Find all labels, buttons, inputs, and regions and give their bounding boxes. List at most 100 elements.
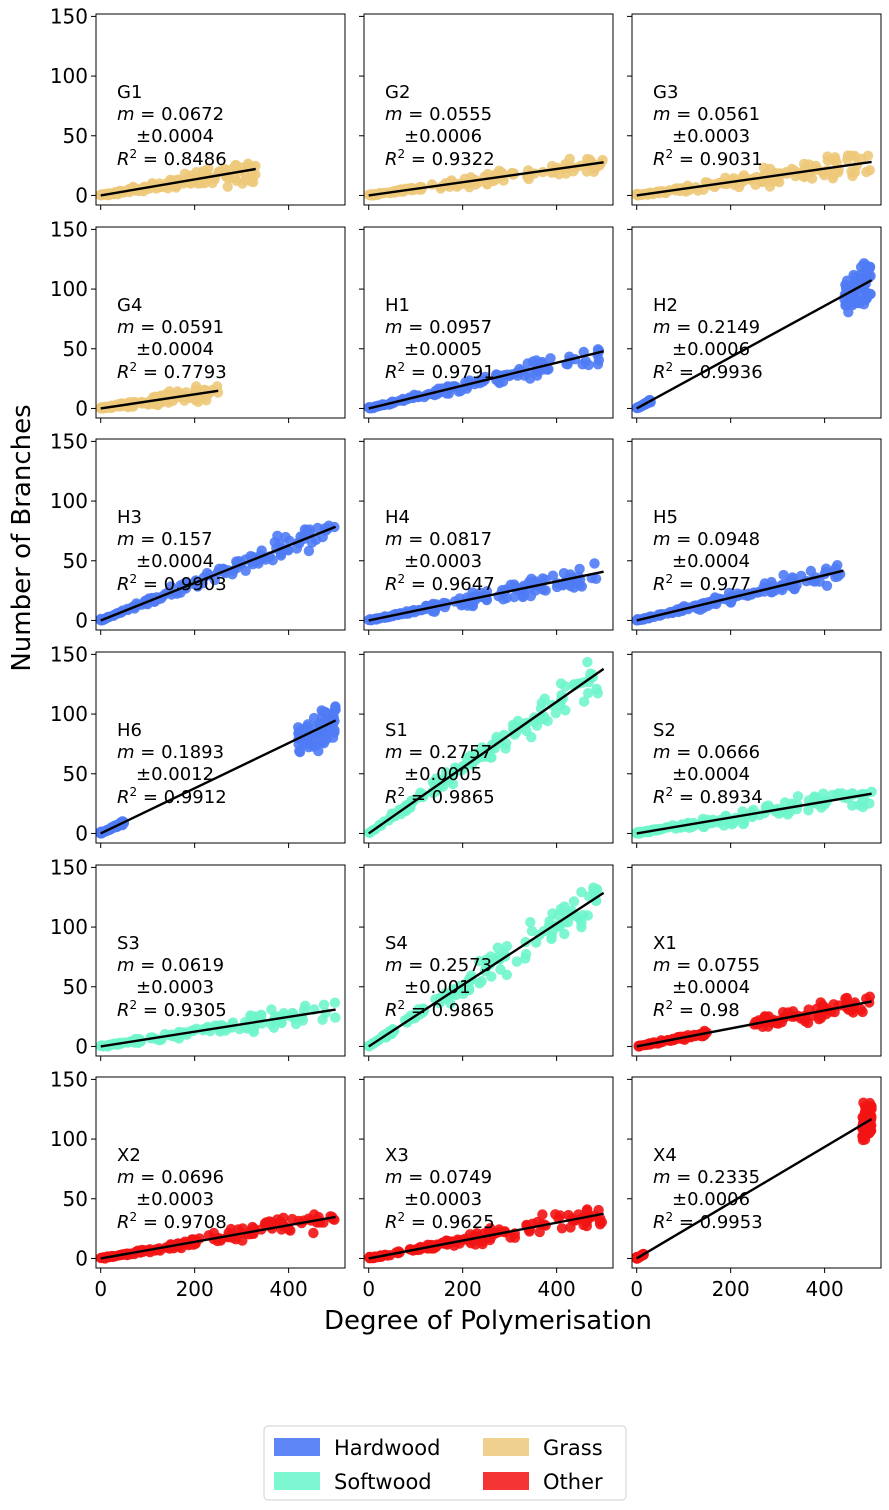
y-tick-label: 0 [75,608,88,632]
slope-error-label: ±0.0005 [404,764,482,785]
data-point [581,1205,592,1217]
data-point [848,269,859,281]
legend-frame [263,1425,627,1501]
r-squared-label: R2 = 0.9305 [117,998,227,1021]
data-point [578,696,590,707]
x-tick-label: 400 [538,1277,576,1301]
panel-name: G1 [117,82,142,103]
slope-error-label: ±0.0003 [136,977,214,998]
y-tick-label: 100 [50,702,88,726]
panel-name: H2 [653,295,678,316]
data-point [860,267,871,279]
data-point [595,1219,606,1230]
data-point [546,933,557,945]
panel-name: X1 [653,933,677,954]
data-point [308,1227,319,1239]
slope-error-label: ±0.0006 [404,126,482,147]
data-point [814,576,825,587]
slope-error-label: ±0.0004 [672,977,750,998]
data-point [310,534,322,545]
panel-frame [363,864,614,1057]
slope-label: m = 0.0948 [653,529,760,550]
slope-error-label: ±0.0003 [404,1189,482,1210]
fit-line [368,667,605,835]
data-point [269,537,280,548]
x-tick-label: 200 [712,1277,750,1301]
panel-name: H4 [385,507,410,528]
data-point [208,1227,219,1239]
data-point [763,800,774,811]
data-point [589,558,600,569]
data-point [329,997,341,1008]
panel-frame [95,1076,346,1269]
panel-frame [363,651,614,844]
r-squared-label: R2 = 0.9865 [385,998,495,1021]
data-point [564,153,575,165]
data-point [828,167,840,179]
data-point [843,307,854,318]
data-point [231,175,242,186]
data-point [495,964,506,975]
data-point [240,565,251,576]
data-point [301,721,313,732]
data-point [568,896,580,907]
data-point [293,722,304,733]
y-tick-label: 0 [75,396,88,420]
data-point [298,1004,310,1016]
slope-label: m = 0.0755 [653,955,760,976]
slope-label: m = 0.0749 [385,1167,492,1188]
y-tick-label: 50 [63,124,88,148]
scatter-points [96,997,341,1052]
data-point [524,373,536,384]
data-point [841,992,852,1004]
data-point [788,583,800,594]
fit-line [636,792,872,835]
r-squared-label: R2 = 0.9903 [117,572,227,595]
slope-label: m = 0.0817 [385,529,492,550]
y-tick-label: 0 [75,183,88,207]
data-point [453,386,464,397]
data-point [584,891,595,902]
data-point [318,706,329,718]
data-point [248,1024,259,1035]
panel-frame [95,13,346,206]
data-point [842,154,853,165]
fit-line [636,1118,873,1260]
panel-frame [631,226,882,419]
data-point [520,953,531,964]
fit-line [368,350,604,410]
slope-error-label: ±0.001 [404,977,471,998]
data-point [501,738,512,749]
data-point [862,150,874,161]
data-point [558,568,570,579]
fit-line [100,389,219,410]
slope-label: m = 0.0666 [653,742,760,763]
legend-label: Grass [543,1436,603,1460]
panel-frame [631,13,882,206]
r-squared-label: R2 = 0.977 [653,572,751,595]
fit-line [100,719,337,835]
data-point [568,582,580,593]
r-squared-label: R2 = 0.8934 [653,785,763,808]
y-tick-label: 0 [75,1034,88,1058]
fit-line [636,160,872,197]
slope-label: m = 0.0672 [117,104,224,125]
data-point [805,565,817,577]
slope-error-label: ±0.0006 [672,1189,750,1210]
y-tick-label: 100 [50,1127,88,1151]
panel-name: X4 [653,1145,677,1166]
fit-line [100,1215,336,1260]
panel-name: H3 [117,507,142,528]
data-point [818,788,829,799]
y-tick-label: 0 [75,1246,88,1270]
data-point [537,1209,548,1220]
data-point [534,1226,545,1238]
slope-label: m = 0.1893 [117,742,224,763]
data-point [554,169,565,180]
slope-label: m = 0.2757 [385,742,492,763]
data-point [536,697,547,709]
